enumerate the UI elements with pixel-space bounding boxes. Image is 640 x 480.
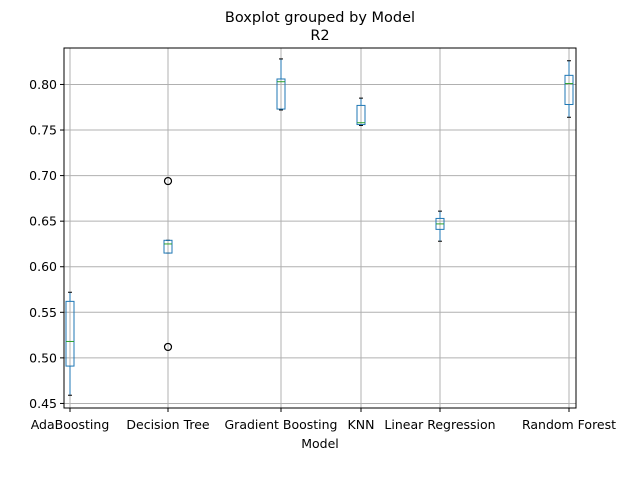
- y-tick-label: 0.45: [29, 396, 57, 411]
- y-tick-label: 0.80: [29, 77, 57, 92]
- y-tick-label: 0.50: [29, 350, 57, 365]
- outlier-point: [163, 342, 173, 352]
- y-tick-label: 0.60: [29, 259, 57, 274]
- box-iqr: [276, 78, 286, 110]
- x-axis-label: Model: [301, 436, 339, 451]
- x-tick-label: Linear Regression: [384, 417, 495, 432]
- grid-layer: [64, 48, 576, 408]
- x-tick-label: Gradient Boosting: [225, 417, 338, 432]
- box-iqr: [564, 74, 574, 106]
- chart-subtitle: R2: [310, 28, 329, 44]
- y-tick-label: 0.55: [29, 305, 57, 320]
- box-group: [276, 58, 286, 111]
- x-tick-label: AdaBoosting: [31, 417, 110, 432]
- box-group: [564, 60, 574, 118]
- box-group: [65, 291, 75, 396]
- axis-layer: 0.45 0.50 0.55 0.60 0.65 0.70 0.75 0.80 AdaBoost…: [29, 77, 616, 432]
- outlier-point: [163, 176, 173, 186]
- box-group: [435, 210, 445, 242]
- x-tick-label: KNN: [348, 417, 375, 432]
- box-layer: [65, 58, 574, 396]
- x-tick-label: Random Forest: [522, 417, 616, 432]
- x-tick-label: Decision Tree: [126, 417, 210, 432]
- plot-frame: [63, 47, 577, 409]
- box-group: [163, 176, 173, 352]
- box-iqr: [65, 300, 75, 367]
- y-tick-label: 0.70: [29, 168, 57, 183]
- y-tick-label: 0.65: [29, 214, 57, 229]
- box-iqr: [163, 239, 173, 254]
- box-group: [356, 97, 366, 126]
- y-tick-label: 0.75: [29, 123, 57, 138]
- chart-title: Boxplot grouped by Model: [225, 10, 415, 26]
- box-iqr: [356, 104, 366, 126]
